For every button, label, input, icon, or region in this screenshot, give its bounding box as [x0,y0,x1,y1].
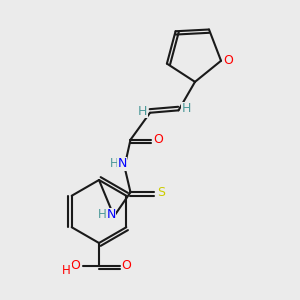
Text: H: H [181,102,191,116]
Text: H: H [62,264,71,278]
Text: H: H [98,208,107,221]
Text: H: H [110,157,118,170]
Text: O: O [153,133,163,146]
Text: O: O [122,259,131,272]
Text: O: O [224,54,233,67]
Text: N: N [106,208,116,221]
Text: N: N [117,157,127,170]
Text: S: S [157,186,165,199]
Text: O: O [70,259,80,272]
Text: H: H [138,105,147,118]
